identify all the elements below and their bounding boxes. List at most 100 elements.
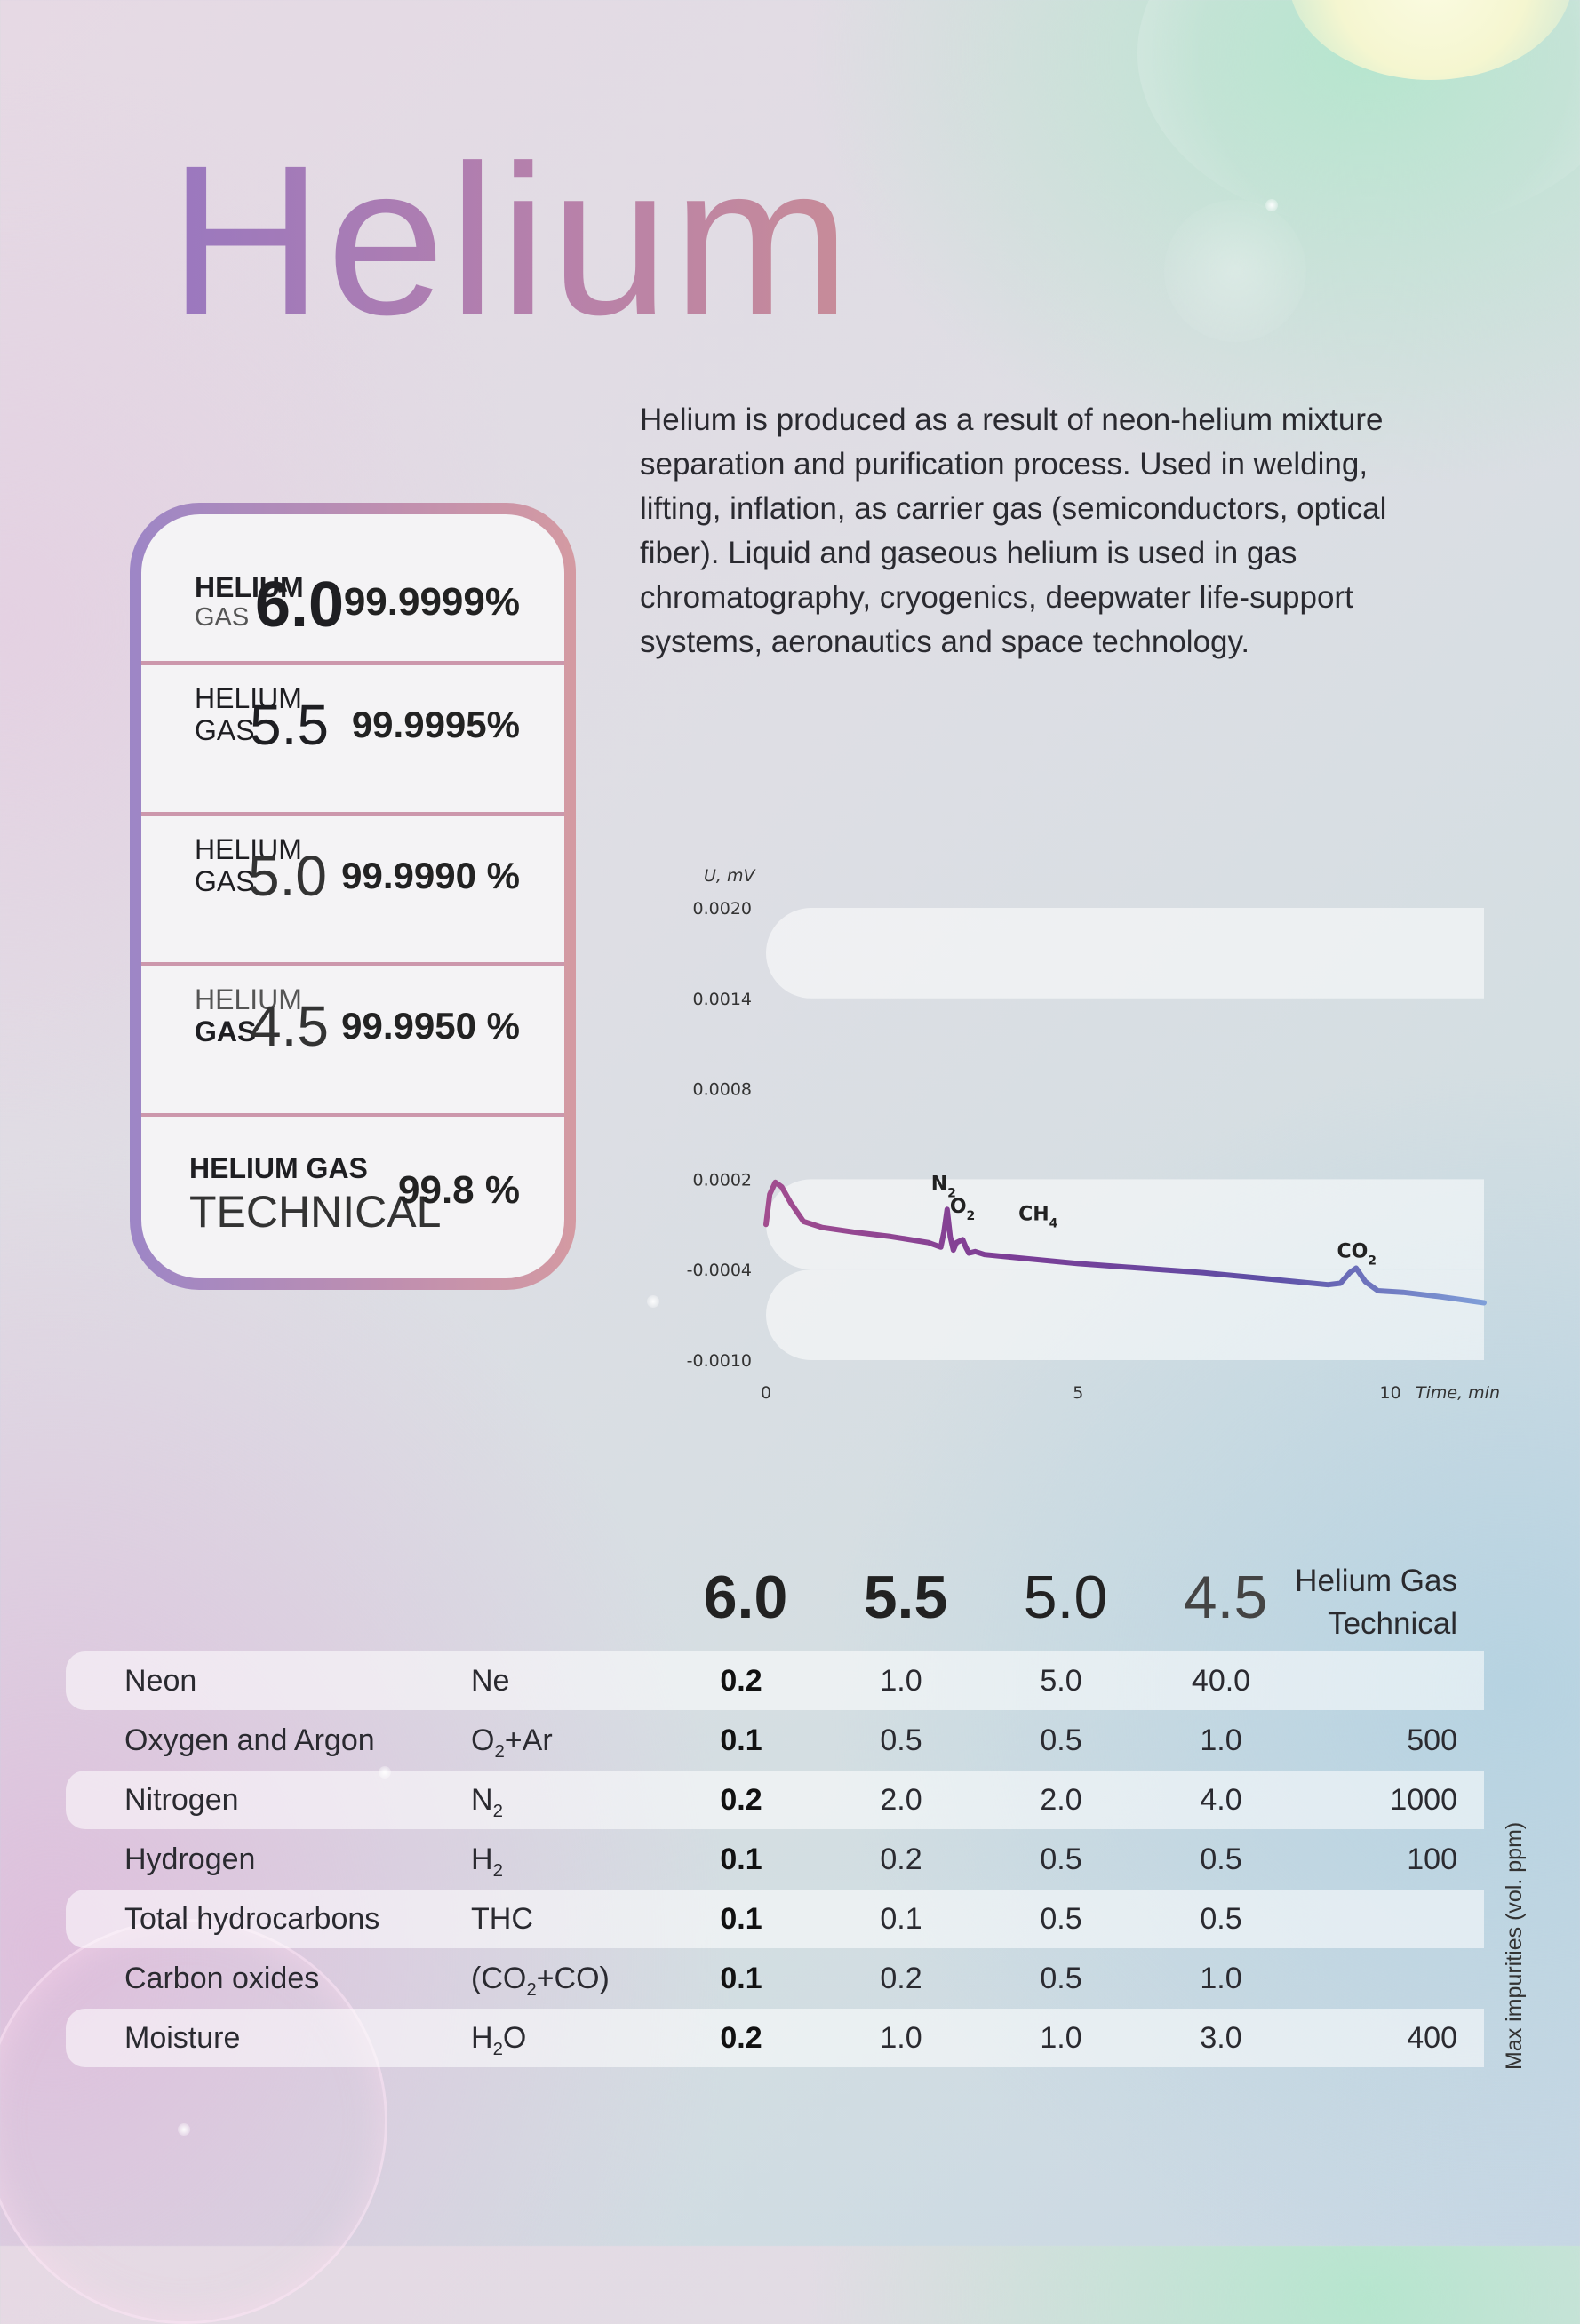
value-5-0: 1.0 [1040, 2021, 1082, 2055]
y-tick-label: -0.0004 [687, 1261, 752, 1280]
grade-word-gas: GAS [195, 864, 255, 897]
row-name: Neon [124, 1664, 197, 1698]
grade-row-5-5: HELIUM GAS 5.5 99.9995% [141, 665, 564, 816]
row-name: Hydrogen [124, 1842, 256, 1876]
value-technical [1345, 1651, 1457, 1710]
grade-word-helium: HELIUM [195, 983, 302, 1016]
value-5-5: 1.0 [880, 2021, 922, 2055]
peak-label: O2 [950, 1196, 975, 1223]
x-tick-label: 10 [1380, 1383, 1401, 1403]
grade-row-technical: HELIUM GAS TECHNICAL 99.8 % [141, 1117, 564, 1278]
table-row: Hydrogen H2 0.1 0.2 0.5 0.5 100 [66, 1830, 1484, 1889]
table-header-6-0: 6.0 [703, 1564, 788, 1631]
y-tick-label: 0.0008 [693, 1080, 752, 1100]
grade-purity: 99.9999% [343, 580, 520, 624]
grade-purity: 99.9995% [351, 704, 520, 746]
grade-word-gas: GAS [195, 1015, 257, 1048]
value-4-5: 0.5 [1200, 1842, 1242, 1876]
grade-number: 5.0 [248, 843, 327, 908]
value-5-5: 0.1 [880, 1902, 922, 1936]
value-6-0: 0.1 [720, 1723, 762, 1757]
grade-word-helium: HELIUM [195, 832, 302, 865]
value-6-0: 0.2 [720, 1783, 762, 1817]
value-5-5: 1.0 [880, 1664, 922, 1698]
chart-band [766, 908, 1484, 999]
value-4-5: 0.5 [1200, 1902, 1242, 1936]
value-5-0: 0.5 [1040, 1723, 1082, 1757]
value-5-5: 0.2 [880, 1842, 922, 1876]
table-header-4-5: 4.5 [1183, 1564, 1268, 1631]
value-5-0: 0.5 [1040, 1902, 1082, 1936]
grade-number: 4.5 [250, 994, 329, 1059]
row-symbol: Ne [471, 1664, 510, 1698]
chart-band [766, 1269, 1484, 1360]
grade-word-gas: GAS [195, 603, 250, 632]
value-4-5: 4.0 [1200, 1783, 1242, 1817]
table-side-label: Max impurities (vol. ppm) [1502, 1821, 1527, 2070]
y-tick-label: 0.0020 [693, 899, 752, 919]
value-technical [1345, 1890, 1457, 1948]
value-4-5: 1.0 [1200, 1723, 1242, 1757]
row-symbol: N2 [471, 1783, 503, 1821]
grade-word-helium-gas: HELIUM GAS [189, 1151, 368, 1184]
grade-number: 6.0 [255, 569, 345, 641]
table-row: Total hydrocarbons THC 0.1 0.1 0.5 0.5 [66, 1890, 1484, 1948]
page-title: Helium [169, 121, 854, 359]
row-symbol: H2 [471, 1842, 503, 1881]
value-5-5: 0.2 [880, 1962, 922, 1995]
row-symbol: H2O [471, 2021, 527, 2059]
grade-word-helium: HELIUM [195, 571, 304, 603]
value-5-5: 0.5 [880, 1723, 922, 1757]
table-row: Neon Ne 0.2 1.0 5.0 40.0 [66, 1651, 1484, 1710]
table-row: Nitrogen N2 0.2 2.0 2.0 4.0 1000 [66, 1771, 1484, 1829]
grade-purity: 99.9990 % [341, 854, 520, 896]
y-tick-label: 0.0014 [693, 990, 752, 1009]
value-5-0: 0.5 [1040, 1962, 1082, 1995]
table-row: Carbon oxides (CO2+CO) 0.1 0.2 0.5 1.0 [66, 1949, 1484, 2008]
value-5-0: 5.0 [1040, 1664, 1082, 1698]
grade-word-gas: GAS [195, 714, 255, 747]
chart-xlabel: Time, min [1416, 1383, 1500, 1403]
table-header-5-0: 5.0 [1023, 1564, 1108, 1631]
row-name: Total hydrocarbons [124, 1902, 380, 1936]
x-tick-label: 5 [1073, 1383, 1083, 1403]
row-name: Nitrogen [124, 1783, 239, 1817]
table-row: Moisture H2O 0.2 1.0 1.0 3.0 400 [66, 2009, 1484, 2067]
grade-purity: 99.8 % [398, 1167, 520, 1212]
value-5-0: 2.0 [1040, 1783, 1082, 1817]
row-symbol: O2+Ar [471, 1723, 553, 1762]
chart-series-line [763, 1179, 1487, 1306]
grade-panel-inner: HELIUM GAS 6.0 99.9999% HELIUM GAS 5.5 9… [141, 514, 564, 1278]
value-technical: 1000 [1390, 1783, 1457, 1817]
x-tick-label: 0 [761, 1383, 771, 1403]
value-4-5: 3.0 [1200, 2021, 1242, 2055]
value-technical: 400 [1407, 2021, 1457, 2055]
row-symbol: (CO2+CO) [471, 1962, 610, 2000]
value-5-5: 2.0 [880, 1783, 922, 1817]
value-6-0: 0.2 [720, 1664, 762, 1698]
grade-word-technical: TECHNICAL [189, 1186, 442, 1237]
chromatogram-chart: 0.0020 0.0014 0.0008 0.0002 -0.0004 -0.0010 0… [687, 866, 1500, 1403]
table-row: Oxygen and Argon O2+Ar 0.1 0.5 0.5 1.0 500 [66, 1711, 1484, 1770]
grade-row-6-0: HELIUM GAS 6.0 99.9999% [141, 514, 564, 665]
grade-panel: HELIUM GAS 6.0 99.9999% HELIUM GAS 5.5 9… [130, 503, 576, 1290]
grade-purity: 99.9950 % [341, 1005, 520, 1047]
grade-row-4-5: HELIUM GAS 4.5 99.9950 % [141, 966, 564, 1117]
peak-label: N2 [931, 1173, 956, 1200]
chart-ylabel: U, mV [704, 866, 756, 886]
chart-band [766, 1179, 1484, 1270]
value-6-0: 0.1 [720, 1902, 762, 1936]
grade-number: 5.5 [250, 693, 329, 758]
value-6-0: 0.1 [720, 1842, 762, 1876]
y-tick-label: 0.0002 [693, 1170, 752, 1190]
y-tick-label: -0.0010 [687, 1351, 752, 1371]
peak-label: CH4 [1018, 1203, 1058, 1230]
row-name: Carbon oxides [124, 1962, 320, 1995]
table-header-5-5: 5.5 [863, 1564, 948, 1631]
row-name: Oxygen and Argon [124, 1723, 375, 1757]
value-technical: 100 [1407, 1842, 1457, 1876]
value-5-0: 0.5 [1040, 1842, 1082, 1876]
peak-label: CO2 [1337, 1241, 1377, 1269]
value-technical [1345, 1949, 1457, 2008]
grade-row-5-0: HELIUM GAS 5.0 99.9990 % [141, 816, 564, 967]
